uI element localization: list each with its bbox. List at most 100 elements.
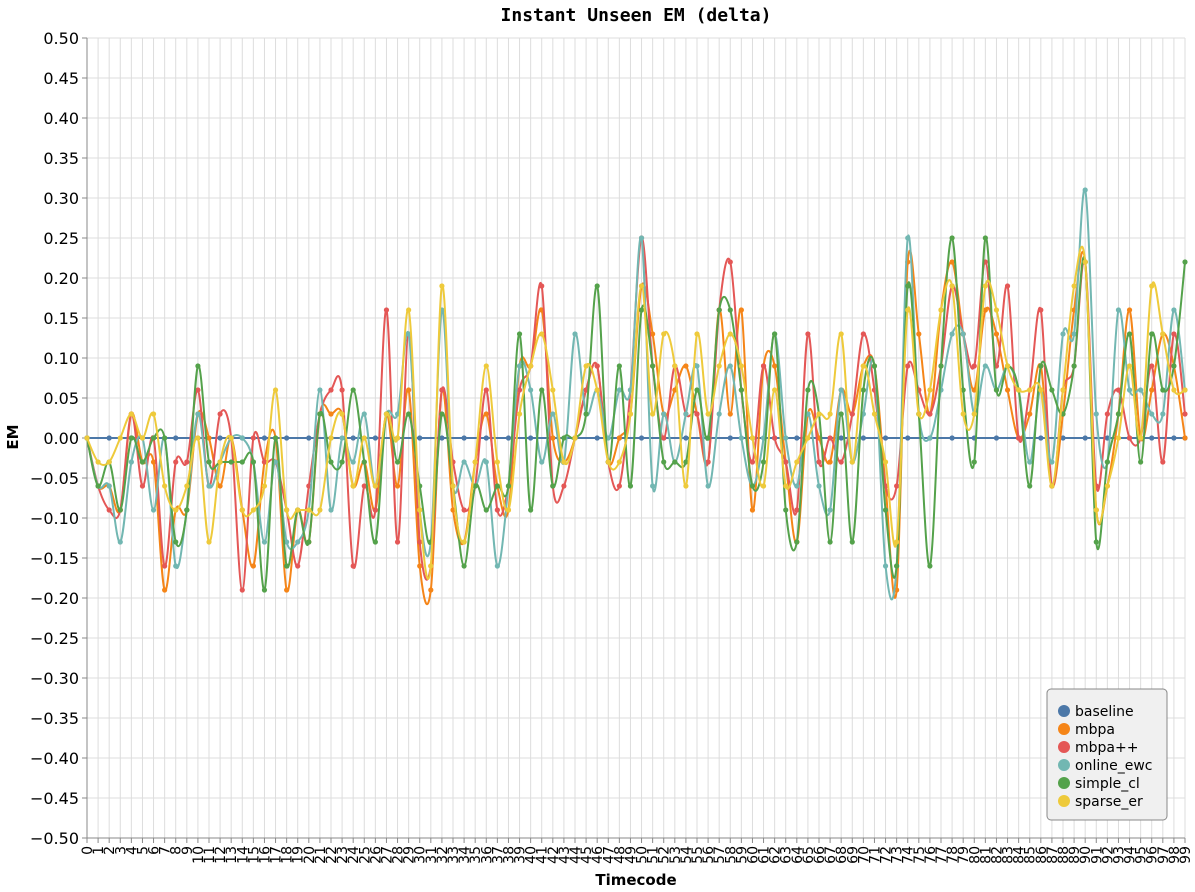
x-tick-label: 82 — [989, 846, 1005, 864]
data-point — [760, 363, 767, 369]
data-point — [905, 283, 911, 289]
data-point — [439, 283, 445, 289]
x-tick-label: 71 — [867, 846, 883, 864]
x-tick-label: 44 — [568, 846, 584, 864]
data-point — [483, 507, 489, 513]
data-point — [772, 387, 778, 393]
data-point — [162, 563, 168, 569]
data-point — [1138, 387, 1144, 393]
x-tick-label: 27 — [379, 846, 395, 864]
data-point — [561, 435, 567, 441]
data-point — [960, 387, 966, 393]
chart-title: Instant Unseen EM (delta) — [501, 5, 772, 26]
x-tick-label: 17 — [269, 846, 285, 864]
data-point — [461, 435, 467, 441]
data-point — [117, 507, 123, 513]
data-point — [128, 435, 134, 441]
x-tick-label: 46 — [590, 846, 606, 864]
data-point — [794, 459, 800, 465]
data-point — [306, 435, 312, 441]
data-point — [516, 411, 523, 417]
data-point — [960, 411, 966, 417]
data-point — [1171, 331, 1177, 337]
data-point — [1082, 435, 1088, 441]
x-tick-label: 69 — [845, 846, 861, 864]
data-point — [760, 459, 767, 465]
data-point — [361, 435, 367, 441]
data-point — [882, 563, 889, 569]
x-tick-label: 94 — [1123, 846, 1139, 864]
data-point — [206, 483, 212, 489]
data-point — [1004, 387, 1011, 393]
data-point — [339, 387, 345, 393]
legend-item: online_ewc — [1058, 758, 1152, 774]
data-point — [683, 459, 689, 465]
data-point — [350, 459, 356, 465]
data-point — [716, 411, 722, 417]
data-point — [871, 363, 878, 369]
y-tick-label: −0.30 — [30, 669, 79, 688]
data-point — [1160, 331, 1166, 337]
data-point — [162, 435, 168, 441]
x-tick-label: 37 — [490, 846, 506, 864]
x-tick-label: 93 — [1111, 846, 1127, 864]
data-point — [139, 435, 146, 441]
data-point — [516, 363, 523, 369]
x-tick-label: 48 — [612, 846, 628, 864]
x-tick-label: 80 — [967, 846, 983, 864]
data-point — [772, 363, 778, 369]
data-point — [372, 435, 378, 441]
x-tick-label: 83 — [1001, 846, 1017, 864]
data-point — [783, 507, 789, 513]
series-layer — [84, 187, 1188, 606]
data-point — [195, 411, 201, 417]
data-point — [350, 483, 356, 489]
data-point — [106, 435, 112, 441]
data-point — [128, 459, 134, 465]
x-tick-label: 64 — [790, 846, 806, 864]
x-tick-label: 42 — [546, 846, 562, 864]
data-point — [993, 307, 1000, 313]
x-tick-label: 74 — [901, 846, 917, 864]
data-point — [772, 331, 778, 337]
data-point — [749, 459, 756, 465]
data-point — [184, 459, 190, 465]
data-point — [84, 435, 90, 441]
x-tick-label: 55 — [690, 846, 706, 864]
legend-item: mbpa — [1058, 722, 1115, 738]
data-point — [816, 411, 822, 417]
data-point — [428, 563, 434, 569]
data-point — [838, 459, 844, 465]
legend-label: online_ewc — [1075, 758, 1152, 774]
data-point — [272, 459, 279, 465]
data-point — [150, 459, 157, 465]
data-point — [683, 411, 689, 417]
data-point — [439, 411, 445, 417]
data-point — [1093, 507, 1099, 513]
data-point — [1082, 259, 1088, 265]
data-point — [616, 387, 622, 393]
data-point — [1126, 331, 1133, 337]
data-point — [949, 331, 955, 337]
x-tick-label: 38 — [501, 846, 517, 864]
data-point — [816, 459, 822, 465]
x-tick-label: 43 — [557, 846, 573, 864]
x-tick-label: 63 — [779, 846, 795, 864]
data-point — [383, 411, 390, 417]
data-point — [339, 435, 345, 441]
data-point — [650, 483, 656, 489]
data-point — [505, 507, 512, 513]
x-tick-label: 75 — [912, 846, 928, 864]
data-point — [672, 363, 678, 369]
data-point — [1016, 435, 1022, 441]
x-tick-label: 16 — [257, 846, 273, 864]
y-tick-label: 0.45 — [43, 69, 79, 88]
data-point — [860, 363, 866, 369]
data-point — [139, 483, 146, 489]
data-point — [838, 387, 844, 393]
data-point — [916, 331, 922, 337]
legend-label: baseline — [1075, 704, 1134, 720]
x-tick-label: 65 — [801, 846, 817, 864]
data-point — [949, 435, 955, 441]
